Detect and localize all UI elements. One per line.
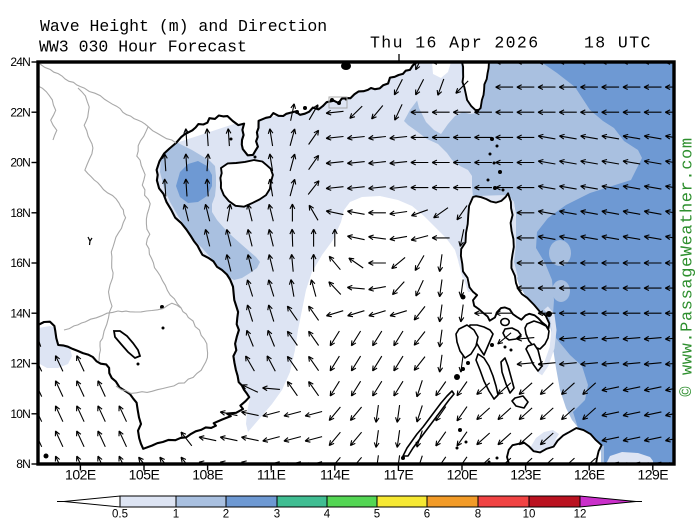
svg-text:18N: 18N bbox=[10, 206, 30, 220]
svg-text:8: 8 bbox=[475, 509, 481, 521]
svg-text:5: 5 bbox=[374, 509, 380, 521]
svg-text:16N: 16N bbox=[10, 256, 30, 270]
svg-text:20N: 20N bbox=[10, 156, 30, 170]
svg-text:2: 2 bbox=[223, 509, 229, 521]
svg-text:8N: 8N bbox=[16, 457, 30, 471]
svg-text:10N: 10N bbox=[10, 407, 30, 421]
svg-text:22N: 22N bbox=[10, 106, 30, 120]
svg-text:111E: 111E bbox=[257, 467, 286, 483]
svg-text:24N: 24N bbox=[10, 55, 30, 69]
svg-text:0.5: 0.5 bbox=[112, 509, 128, 521]
svg-text:Wave Height (m) and Direction: Wave Height (m) and Direction bbox=[40, 17, 327, 36]
svg-text:Thu 16 Apr 2026: Thu 16 Apr 2026 bbox=[370, 34, 540, 53]
svg-text:14N: 14N bbox=[10, 306, 30, 320]
svg-text:6: 6 bbox=[424, 509, 430, 521]
svg-text:12: 12 bbox=[574, 509, 587, 521]
svg-text:117E: 117E bbox=[384, 467, 414, 483]
svg-text:120E: 120E bbox=[447, 467, 478, 483]
svg-text:102E: 102E bbox=[65, 467, 96, 483]
svg-text:4: 4 bbox=[324, 509, 331, 521]
svg-text:1: 1 bbox=[173, 509, 179, 521]
svg-text:WW3 030 Hour Forecast: WW3 030 Hour Forecast bbox=[39, 38, 247, 57]
svg-text:129E: 129E bbox=[637, 467, 668, 483]
svg-text:18 UTC: 18 UTC bbox=[584, 34, 652, 53]
svg-text:105E: 105E bbox=[129, 467, 160, 483]
svg-text:3: 3 bbox=[274, 509, 280, 521]
svg-text:126E: 126E bbox=[574, 467, 605, 483]
svg-text:123E: 123E bbox=[510, 467, 541, 483]
svg-text:114E: 114E bbox=[320, 467, 350, 483]
svg-text:12N: 12N bbox=[10, 357, 30, 371]
svg-text:108E: 108E bbox=[192, 467, 223, 483]
svg-text:© www.PassageWeather.com: © www.PassageWeather.com bbox=[679, 137, 698, 396]
svg-text:10: 10 bbox=[523, 509, 536, 521]
